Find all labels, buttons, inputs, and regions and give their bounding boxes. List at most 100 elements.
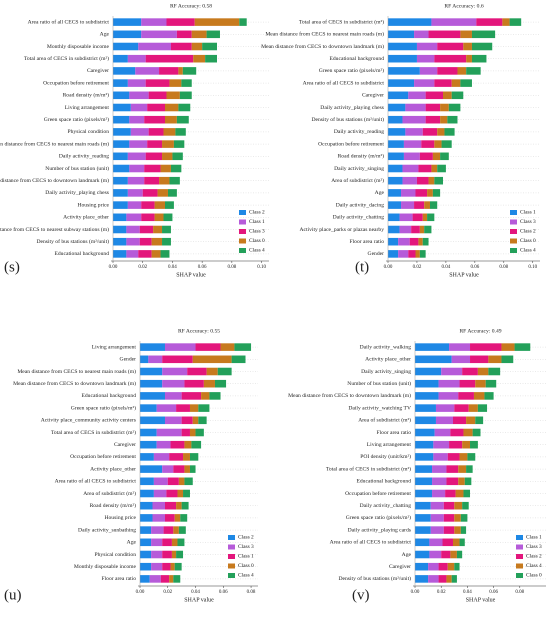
bar-segment — [388, 67, 420, 75]
bar-segment — [113, 201, 128, 209]
bar-segment — [388, 140, 404, 148]
bar-segment — [164, 392, 182, 400]
bar-segment — [388, 152, 404, 161]
bar-segment — [388, 164, 403, 173]
bar-segment — [422, 237, 429, 246]
bar-segment — [183, 453, 190, 461]
y-tick-label: Monthly disposable income — [74, 564, 137, 570]
bar-segment — [145, 152, 163, 161]
legend-label: Class 1 — [249, 219, 265, 225]
bar-segment — [159, 67, 179, 75]
bar-segment — [130, 128, 149, 136]
bar-segment — [408, 91, 426, 100]
legend-label: Class 4 — [249, 248, 265, 254]
x-tick-label: 0.08 — [515, 590, 524, 595]
bar-segment — [502, 18, 510, 26]
bar-segment — [415, 489, 433, 498]
bar-segment — [154, 201, 165, 209]
bar-segment — [462, 440, 471, 449]
x-tick-label: 0.08 — [247, 590, 256, 595]
bar-segment — [129, 115, 145, 124]
bar-segment — [176, 501, 182, 510]
bar-segment — [466, 54, 472, 63]
bar-segment — [475, 416, 484, 425]
bar-segment — [428, 176, 435, 185]
y-tick-label: Housing price — [104, 515, 136, 521]
bar-segment — [181, 416, 193, 425]
bar-segment — [152, 514, 165, 522]
bar-segment — [414, 30, 429, 39]
x-axis-label: SHAP value — [449, 272, 479, 278]
bar-segment — [398, 250, 409, 258]
bar-segment — [178, 103, 191, 112]
y-tick-label: Occupation before retirement — [318, 140, 384, 147]
bar-segment — [388, 189, 402, 197]
bar-segment — [140, 440, 157, 449]
y-tick-label: Area ratio of all CECS to subdistrict — [330, 539, 412, 546]
bar-segment — [419, 152, 433, 161]
bar-segment — [129, 140, 148, 148]
bar-segment — [388, 128, 406, 136]
chart-title: RF Accuracy: 0.58 — [170, 3, 212, 9]
bar-segment — [471, 42, 493, 51]
y-tick-label: Daily activity_singing — [334, 166, 384, 172]
y-tick-label: Area ratio of all CECS to subdistrict — [303, 79, 385, 86]
bar-segment — [160, 164, 171, 173]
y-tick-label: Daily activity_watching TV — [348, 405, 411, 411]
bar-segment — [171, 550, 177, 559]
bar-segment — [195, 343, 221, 351]
bar-segment — [140, 404, 157, 412]
x-axis-label: SHAP value — [466, 597, 496, 603]
legend-label: Class 0 — [526, 573, 542, 579]
bar-segment — [126, 225, 140, 234]
bar-segment — [140, 550, 152, 559]
y-tick-label: Area ratio of all CECS to subdistrict — [55, 478, 137, 485]
legend-swatch — [239, 219, 246, 225]
y-tick-label: Mean distance from CECS to nearest main … — [0, 140, 109, 147]
x-axis-label: SHAP value — [184, 597, 214, 603]
bar-segment — [442, 538, 453, 547]
bar-segment — [214, 379, 227, 388]
bar-segment — [174, 514, 181, 522]
bar-segment — [127, 176, 145, 185]
bar-segment — [173, 465, 185, 473]
bar-segment — [388, 18, 432, 26]
y-tick-label: Area of subdistrict (m²) — [83, 490, 136, 497]
bar-segment — [422, 213, 428, 222]
bar-segment — [189, 465, 196, 473]
bar-segment — [485, 379, 497, 388]
bar-segment — [438, 379, 460, 388]
bar-segment — [388, 201, 402, 209]
bar-segment — [501, 343, 515, 351]
bar-segment — [151, 237, 163, 246]
bar-segment — [514, 343, 531, 351]
bar-segment — [174, 562, 182, 571]
bar-segment — [144, 176, 160, 185]
bar-segment — [164, 501, 177, 510]
bar-segment — [162, 562, 171, 571]
bar-segment — [184, 477, 193, 486]
x-tick-label: 0.04 — [442, 265, 451, 270]
bar-segment — [138, 42, 171, 51]
chart-title: RF Accuracy: 0.6 — [444, 3, 484, 9]
bar-segment — [209, 392, 221, 400]
bar-segment — [443, 501, 455, 510]
legend-label: Class 0 — [238, 563, 254, 569]
bar-segment — [176, 115, 189, 124]
bar-segment — [191, 30, 207, 39]
bar-segment — [446, 477, 459, 486]
x-tick-label: 0.04 — [168, 265, 177, 270]
bar-segment — [198, 404, 210, 412]
bar-segment — [427, 189, 433, 197]
bar-segment — [191, 42, 203, 51]
bar-segment — [388, 176, 403, 185]
bar-segment — [113, 176, 128, 185]
bar-segment — [388, 225, 400, 234]
bar-segment — [167, 189, 177, 197]
legend-label: Class 1 — [520, 210, 536, 216]
x-axis-label: SHAP value — [176, 272, 206, 278]
y-tick-label: POI density (unit/km²) — [360, 453, 411, 460]
bar-segment — [157, 189, 168, 197]
bar-segment — [447, 115, 458, 124]
bar-segment — [231, 355, 246, 364]
